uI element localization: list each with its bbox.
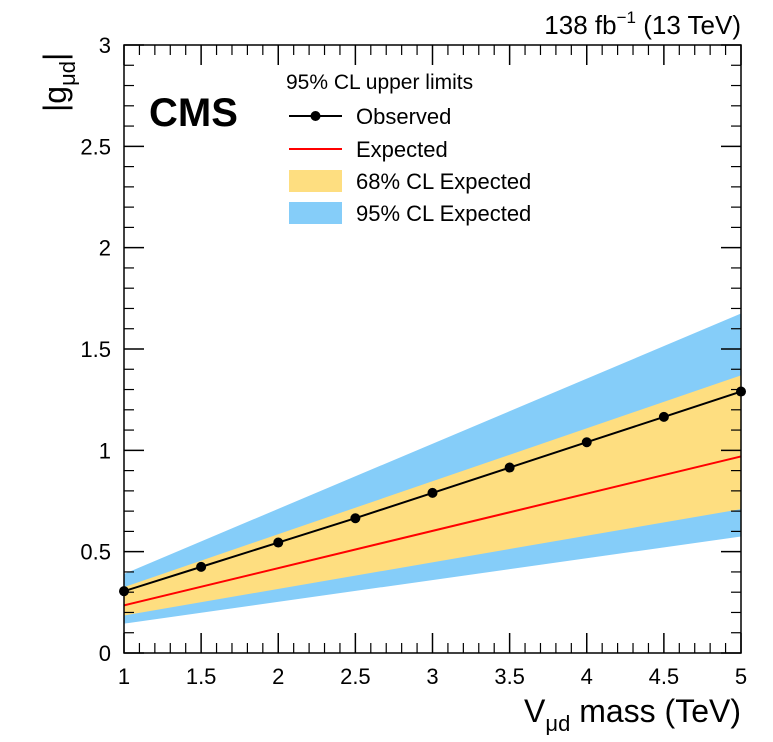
bands-layer	[124, 313, 741, 624]
lumi-energy: (13 TeV)	[636, 10, 741, 40]
legend-entry: Observed	[289, 104, 451, 129]
legend: 95% CL upper limits Observed Expected 68% …	[286, 71, 531, 226]
observed-point	[658, 411, 669, 422]
legend-label: Expected	[356, 137, 448, 162]
y-axis-label-left-bar: |	[37, 104, 73, 112]
x-axis-label: Vμd mass (TeV)	[524, 693, 741, 736]
x-axis-label-subscript: μd	[545, 711, 570, 736]
legend-entry: 68% CL Expected	[289, 169, 531, 194]
y-tick-label: 2.5	[80, 134, 111, 159]
y-tick-label: 1.5	[80, 337, 111, 362]
observed-point	[504, 462, 515, 473]
legend-header: 95% CL upper limits	[286, 71, 473, 94]
x-tick-label: 1.5	[186, 664, 217, 689]
markers-layer	[119, 386, 746, 597]
expected-line	[123, 455, 742, 607]
y-tick-label: 2	[99, 236, 111, 261]
legend-label: 95% CL Expected	[356, 201, 531, 226]
y-axis-label-main: g	[37, 86, 73, 104]
y-axis-label-right-bar: |	[37, 53, 73, 61]
legend-swatch	[289, 202, 342, 224]
y-tick-label: 3	[99, 33, 111, 58]
x-tick-label: 4.5	[649, 664, 680, 689]
x-tick-label: 5	[735, 664, 747, 689]
observed-point	[350, 513, 361, 524]
observed-point	[273, 537, 284, 548]
legend-marker	[310, 111, 321, 121]
x-tick-label: 2.5	[340, 664, 371, 689]
y-axis-label: |gμd|	[37, 53, 80, 112]
x-tick-label: 1	[118, 664, 130, 689]
experiment-label: CMS	[149, 91, 238, 135]
lumi-label: 138 fb−1 (13 TeV)	[544, 8, 741, 40]
legend-entry: 95% CL Expected	[289, 201, 531, 226]
legend-entry: Expected	[289, 137, 448, 162]
y-axis-label-subscript: μd	[55, 61, 80, 86]
axes-layer: 1 1.5 2 2.5 3 3.5 4 4.5 5 0 0.5 1 1.5 2 2.5 3	[80, 33, 747, 689]
y-tick-label: 1	[99, 438, 111, 463]
x-tick-label: 2	[272, 664, 284, 689]
y-tick-label: 0.5	[80, 540, 111, 565]
observed-point	[196, 561, 207, 572]
x-tick-label: 3.5	[494, 664, 525, 689]
lumi-value: 138 fb	[544, 10, 616, 40]
lumi-exponent: −1	[617, 8, 636, 27]
observed-point	[581, 437, 592, 448]
observed-point	[427, 487, 438, 498]
legend-swatch	[289, 170, 342, 192]
x-axis-label-main: V	[524, 693, 546, 729]
y-tick-label: 0	[99, 641, 111, 666]
legend-label: 68% CL Expected	[356, 169, 531, 194]
x-tick-label: 4	[581, 664, 593, 689]
x-tick-label: 3	[426, 664, 438, 689]
legend-label: Observed	[356, 104, 451, 129]
x-axis-label-suffix: mass (TeV)	[570, 693, 741, 729]
